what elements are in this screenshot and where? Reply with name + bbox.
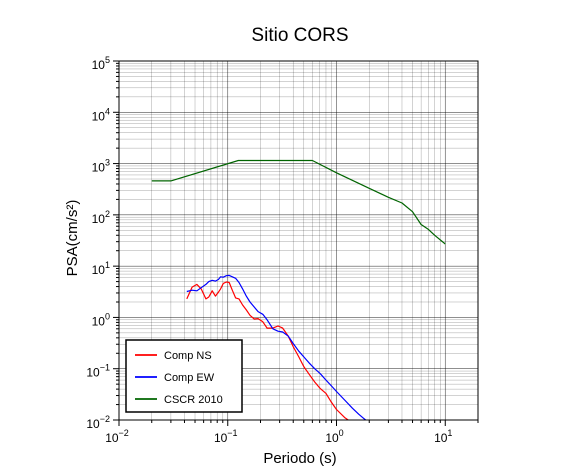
y-tick-label: 10−2 — [86, 414, 110, 431]
y-tick-label: 105 — [92, 55, 110, 72]
grid — [118, 60, 479, 421]
y-tick-label: 101 — [92, 260, 110, 277]
series-line-comp-ns — [186, 281, 350, 420]
y-tick-label: 103 — [92, 158, 110, 175]
y-axis-label-group: PSA(cm/s²) — [64, 200, 81, 277]
series-line-cscr-2010 — [151, 159, 446, 245]
legend-label-comp-ew: Comp EW — [164, 372, 215, 384]
legend-label-cscr-2010: CSCR 2010 — [164, 394, 223, 406]
plot-frame — [118, 60, 479, 421]
y-tick-label: 102 — [92, 209, 110, 226]
x-tick-label: 10−2 — [105, 428, 129, 445]
ticks-layer: 10−2 10−1 100 101 10−2 10−1 100 101 102 103 104 105 — [86, 55, 479, 445]
legend: Comp NS Comp EW CSCR 2010 — [125, 339, 243, 413]
x-tick-label: 100 — [325, 428, 343, 445]
series-line-comp-ew — [186, 274, 367, 420]
y-tick-label: 100 — [92, 311, 110, 328]
y-axis-label: PSA(cm/s²) — [64, 200, 81, 277]
x-tick-label: 10−1 — [214, 428, 238, 445]
legend-label-comp-ns: Comp NS — [164, 350, 212, 362]
x-tick-label: 101 — [434, 428, 452, 445]
chart-title: Sitio CORS — [251, 25, 348, 46]
series-layer — [151, 159, 446, 420]
legend-box — [125, 339, 243, 413]
x-axis-label: Periodo (s) — [263, 450, 336, 467]
y-tick-label: 104 — [92, 106, 110, 123]
y-tick-label: 10−1 — [86, 363, 110, 380]
